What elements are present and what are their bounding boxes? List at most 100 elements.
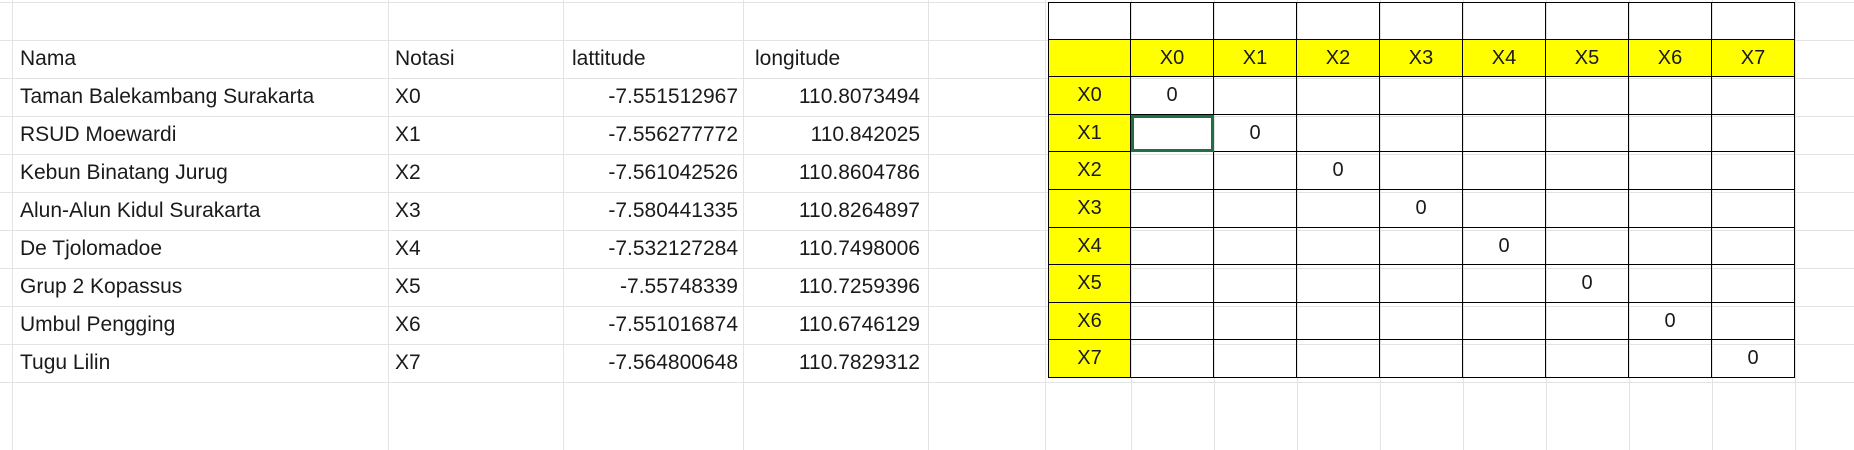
cell-notasi[interactable]: X5 [395, 275, 421, 298]
cell-longitude[interactable]: 110.7498006 [798, 237, 920, 260]
matrix-cell[interactable] [1297, 340, 1380, 378]
matrix-cell[interactable] [1214, 77, 1297, 115]
matrix-cell[interactable] [1214, 265, 1297, 303]
matrix-cell[interactable] [1297, 190, 1380, 228]
matrix-row-header[interactable]: X0 [1048, 77, 1131, 115]
cell-nama[interactable]: Kebun Binatang Jurug [20, 161, 228, 184]
matrix-cell[interactable] [1629, 77, 1712, 115]
matrix-col-header[interactable]: X4 [1463, 39, 1546, 78]
matrix-row-header[interactable]: X1 [1048, 114, 1131, 153]
matrix-col-header[interactable]: X7 [1712, 39, 1795, 78]
matrix-cell[interactable] [1214, 227, 1297, 266]
matrix-cell[interactable] [1297, 302, 1380, 341]
cell-longitude[interactable]: 110.842025 [810, 123, 920, 146]
matrix-cell[interactable] [1712, 265, 1795, 303]
matrix-cell[interactable] [1380, 77, 1463, 115]
matrix-cell[interactable]: 0 [1463, 227, 1546, 266]
cell-latitude[interactable]: -7.561042526 [608, 161, 738, 184]
matrix-top-cell[interactable] [1629, 2, 1712, 40]
matrix-cell[interactable] [1546, 77, 1629, 115]
header-notasi[interactable]: Notasi [395, 47, 455, 70]
cell-notasi[interactable]: X7 [395, 351, 421, 374]
header-latitude[interactable]: lattitude [572, 47, 646, 70]
cell-latitude[interactable]: -7.551512967 [608, 85, 738, 108]
matrix-cell[interactable] [1463, 340, 1546, 378]
cell-nama[interactable]: De Tjolomadoe [20, 237, 163, 260]
matrix-cell[interactable] [1297, 265, 1380, 303]
matrix-top-cell[interactable] [1214, 2, 1297, 40]
matrix-cell[interactable] [1131, 152, 1214, 190]
matrix-cell[interactable] [1131, 190, 1214, 228]
matrix-cell[interactable]: 0 [1380, 190, 1463, 228]
matrix-row-header[interactable]: X6 [1048, 302, 1131, 341]
cell-longitude[interactable]: 110.8073494 [798, 85, 920, 108]
matrix-col-header[interactable]: X5 [1546, 39, 1629, 78]
cell-notasi[interactable]: X2 [395, 161, 421, 184]
matrix-cell[interactable] [1297, 77, 1380, 115]
matrix-cell[interactable]: 0 [1712, 340, 1795, 378]
matrix-cell[interactable] [1131, 302, 1214, 341]
matrix-top-cell[interactable] [1131, 2, 1214, 40]
matrix-col-header[interactable]: X6 [1629, 39, 1712, 78]
cell-latitude[interactable]: -7.580441335 [608, 199, 738, 222]
matrix-cell[interactable] [1297, 227, 1380, 266]
cell-notasi[interactable]: X3 [395, 199, 421, 222]
matrix-cell[interactable] [1463, 190, 1546, 228]
matrix-cell[interactable]: 0 [1546, 265, 1629, 303]
matrix-cell[interactable] [1629, 227, 1712, 266]
matrix-cell[interactable]: 0 [1297, 152, 1380, 190]
cell-notasi[interactable]: X6 [395, 313, 421, 336]
matrix-cell[interactable]: 0 [1131, 77, 1214, 115]
matrix-cell[interactable] [1214, 190, 1297, 228]
matrix-row-header[interactable]: X2 [1048, 152, 1131, 190]
matrix-row-header[interactable]: X4 [1048, 227, 1131, 266]
matrix-cell[interactable] [1463, 302, 1546, 341]
matrix-cell[interactable] [1712, 77, 1795, 115]
matrix-col-header[interactable]: X1 [1214, 39, 1297, 78]
matrix-cell[interactable] [1712, 190, 1795, 228]
header-nama[interactable]: Nama [20, 47, 77, 70]
header-longitude[interactable]: longitude [755, 47, 841, 70]
matrix-cell[interactable] [1214, 340, 1297, 378]
matrix-top-cell[interactable] [1463, 2, 1546, 40]
matrix-col-header[interactable]: X3 [1380, 39, 1463, 78]
matrix-cell[interactable] [1131, 265, 1214, 303]
matrix-top-cell[interactable] [1048, 2, 1131, 40]
matrix-top-cell[interactable] [1712, 2, 1795, 40]
cell-longitude[interactable]: 110.8264897 [798, 199, 920, 222]
cell-nama[interactable]: Taman Balekambang Surakarta [20, 85, 315, 108]
cell-longitude[interactable]: 110.8604786 [798, 161, 920, 184]
matrix-col-header[interactable]: X2 [1297, 39, 1380, 78]
cell-nama[interactable]: Grup 2 Kopassus [20, 275, 183, 298]
cell-nama[interactable]: Tugu Lilin [20, 351, 111, 374]
cell-latitude[interactable]: -7.551016874 [608, 313, 738, 336]
matrix-cell[interactable] [1380, 152, 1463, 190]
matrix-cell[interactable] [1546, 227, 1629, 266]
matrix-col-header[interactable]: X0 [1131, 39, 1214, 78]
matrix-cell[interactable]: 0 [1629, 302, 1712, 341]
matrix-top-cell[interactable] [1380, 2, 1463, 40]
matrix-cell[interactable] [1380, 302, 1463, 341]
matrix-cell[interactable] [1629, 114, 1712, 153]
matrix-cell[interactable] [1297, 114, 1380, 153]
matrix-row-header[interactable]: X7 [1048, 340, 1131, 378]
matrix-cell[interactable] [1380, 227, 1463, 266]
cell-nama[interactable]: Alun-Alun Kidul Surakarta [20, 199, 261, 222]
matrix-cell[interactable] [1131, 340, 1214, 378]
matrix-cell[interactable] [1712, 114, 1795, 153]
matrix-cell[interactable] [1546, 340, 1629, 378]
cell-notasi[interactable]: X0 [395, 85, 421, 108]
matrix-top-cell[interactable] [1297, 2, 1380, 40]
matrix-cell[interactable] [1712, 227, 1795, 266]
matrix-cell[interactable] [1629, 152, 1712, 190]
matrix-cell[interactable]: 0 [1214, 114, 1297, 153]
matrix-cell[interactable] [1214, 302, 1297, 341]
matrix-cell[interactable] [1546, 152, 1629, 190]
matrix-cell[interactable] [1131, 227, 1214, 266]
matrix-corner-cell[interactable] [1048, 39, 1131, 78]
cell-latitude[interactable]: -7.556277772 [608, 123, 738, 146]
cell-notasi[interactable]: X1 [395, 123, 421, 146]
matrix-cell[interactable] [1214, 152, 1297, 190]
matrix-row-header[interactable]: X3 [1048, 190, 1131, 228]
